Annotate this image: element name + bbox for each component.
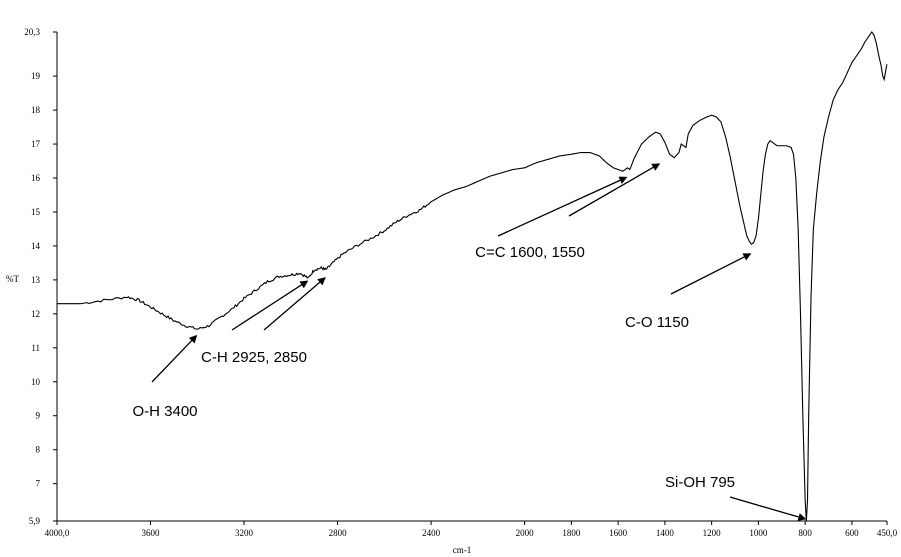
arrow-head-icon [651,163,661,171]
y-tick-label: 20,3 [24,27,40,37]
arrow-head-icon [317,277,326,286]
x-axis-title: cm-1 [453,545,472,555]
peak-annotation-label: C-H 2925, 2850 [201,349,307,366]
y-tick-label: 12 [31,309,40,319]
axis-ticks: 4000,0 3600 3200 2800 2400 2000 1800 1600 1400 12… [24,27,897,538]
x-tick-label: 2400 [422,528,441,538]
x-tick-label: 600 [845,528,859,538]
x-tick-label: 2800 [329,528,348,538]
x-tick-label: 450,0 [877,528,898,538]
y-tick-label: 5,9 [29,516,41,526]
x-tick-label: 1800 [562,528,581,538]
annotation-arrow [151,340,193,383]
arrow-head-icon [188,334,198,344]
arrow-head-icon [742,253,752,261]
y-tick-label: 8 [36,445,41,455]
annotation-arrow [670,256,745,295]
y-tick-label: 10 [31,377,41,387]
peak-annotation-label: C-O 1150 [625,314,689,331]
x-tick-label: 3600 [142,528,161,538]
y-tick-label: 9 [36,411,41,421]
peak-annotation-label: Si-OH 795 [665,474,735,491]
peak-annotation-label: O-H 3400 [132,403,197,420]
y-tick-label: 19 [31,71,41,81]
x-tick-label: 1400 [656,528,675,538]
x-tick-label: 800 [798,528,812,538]
x-tick-label: 1600 [609,528,628,538]
y-tick-label: 15 [31,207,41,217]
peak-annotations: O-H 3400 C-H 2925, 2850 C=C 1600, 1550 C-O … [132,163,807,521]
x-tick-label: 3200 [235,528,254,538]
annotation-arrow [497,179,621,237]
x-tick-label: 2000 [516,528,535,538]
arrow-head-icon [299,280,309,289]
annotation-arrow [231,284,302,331]
y-tick-label: 11 [31,343,40,353]
annotation-arrow [263,281,321,331]
y-tick-label: 17 [31,139,41,149]
peak-annotation-label: C=C 1600, 1550 [475,244,585,261]
x-tick-label: 1000 [749,528,768,538]
x-tick-label: 1200 [703,528,722,538]
axes [56,32,887,522]
x-tick-label: 4000,0 [45,528,70,538]
arrow-head-icon [797,513,807,521]
plot-area [57,31,888,522]
y-tick-label: 7 [36,479,41,489]
annotation-arrow [729,496,799,518]
y-axis-title: %T [6,274,19,284]
y-tick-label: 18 [31,105,41,115]
y-tick-label: 13 [31,275,41,285]
y-tick-label: 16 [31,173,41,183]
arrow-head-icon [618,176,628,184]
y-tick-label: 14 [31,241,41,251]
annotation-arrow [568,166,654,217]
spectrum-line [57,31,888,522]
